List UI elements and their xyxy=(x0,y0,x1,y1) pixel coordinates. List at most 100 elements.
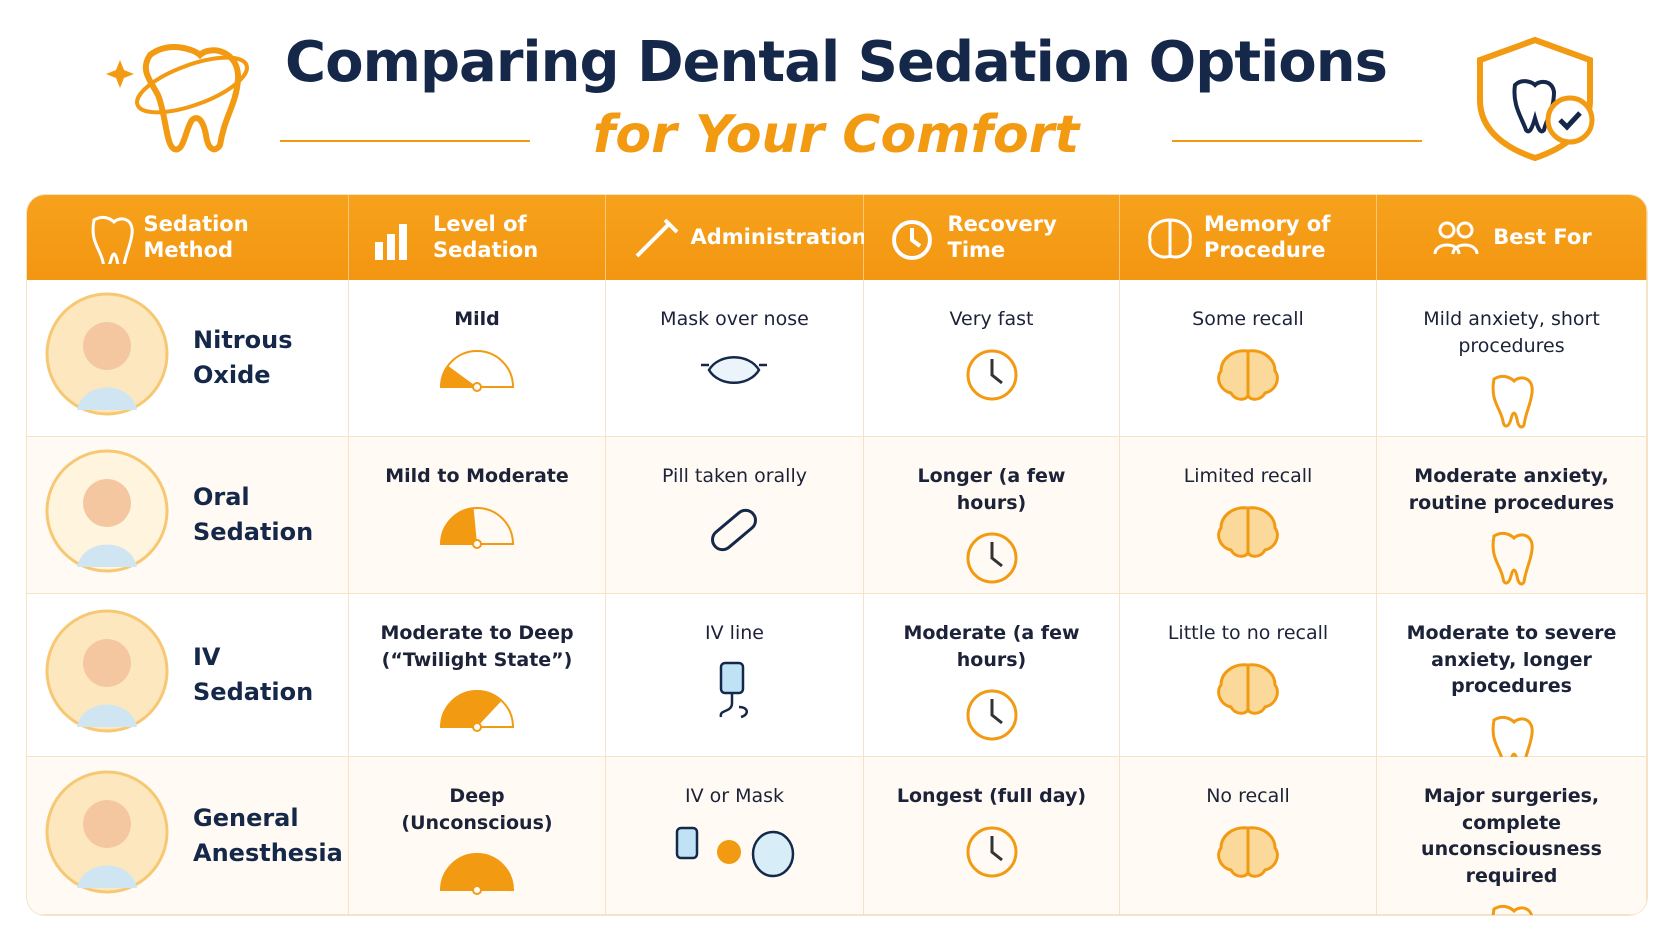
clock-icon xyxy=(962,345,1022,413)
brain-icon xyxy=(1213,659,1283,727)
header-icon xyxy=(1148,217,1192,258)
table-cell: No recall xyxy=(1120,757,1377,915)
administration-icon xyxy=(699,345,771,413)
avatar xyxy=(45,292,169,416)
cell-text: Moderate to severe anxiety, longer proce… xyxy=(1406,622,1617,698)
header-icon xyxy=(635,218,678,257)
header-icon xyxy=(91,215,134,264)
cell-text: Moderate (a few hours) xyxy=(903,622,1080,671)
column-header: Recovery Time xyxy=(864,195,1120,280)
clock-icon xyxy=(966,826,1017,878)
administration-icon xyxy=(710,508,757,551)
cell-text: Very fast xyxy=(949,308,1034,330)
header-icon xyxy=(891,219,932,260)
comparison-table: Sedation Method Level of Sedation Administ… xyxy=(27,195,1647,915)
table-cell: Moderate (a few hours) xyxy=(864,594,1120,757)
administration-icon xyxy=(719,661,748,718)
cell-text: IV line xyxy=(705,622,764,644)
method-name: Nitrous Oxide xyxy=(193,326,293,389)
divider xyxy=(1172,140,1422,142)
brain-icon xyxy=(1213,345,1283,413)
cell-text: Longer (a few hours) xyxy=(917,465,1066,514)
shield-logo xyxy=(1477,36,1595,162)
table-cell: Moderate anxiety, routine procedures xyxy=(1377,437,1647,594)
clock-icon xyxy=(966,532,1017,584)
table-cell: Mild to Moderate xyxy=(349,437,606,594)
avatar xyxy=(43,290,171,426)
tooth-logo xyxy=(106,44,249,153)
table-cell: Major surgeries, complete unconsciousnes… xyxy=(1377,757,1647,915)
table-cell: Some recall xyxy=(1120,280,1377,437)
sedation-gauge xyxy=(439,853,515,896)
avatar xyxy=(45,770,169,894)
cell-text: Deep (Unconscious) xyxy=(401,785,553,834)
tooth-icon xyxy=(1482,371,1542,439)
column-header-text: Level of Sedation xyxy=(433,212,539,262)
column-header-text: Sedation Method xyxy=(143,212,249,262)
header-icon xyxy=(1433,221,1479,254)
table-cell: IV or Mask xyxy=(606,757,864,915)
column-header: Sedation Method xyxy=(27,195,349,280)
table-cell: Limited recall xyxy=(1120,437,1377,594)
table-cell: Longest (full day) xyxy=(864,757,1120,915)
table-cell: Moderate to severe anxiety, longer proce… xyxy=(1377,594,1647,770)
clock-icon xyxy=(962,822,1022,890)
column-header: Memory of Procedure xyxy=(1120,195,1377,280)
tooth-icon xyxy=(1491,375,1534,429)
avatar xyxy=(43,768,171,904)
table-cell: Deep (Unconscious) xyxy=(349,757,606,915)
table-cell: Oral Sedation xyxy=(27,437,349,594)
administration-icon xyxy=(675,826,794,877)
cell-text: IV or Mask xyxy=(684,785,785,807)
method-name: Oral Sedation xyxy=(193,483,314,546)
sedation-gauge xyxy=(439,690,515,733)
cell-text: Little to no recall xyxy=(1167,622,1329,644)
tooth-icon xyxy=(1482,528,1542,596)
title: Comparing Dental Sedation Options xyxy=(285,30,1388,95)
column-header: Best For xyxy=(1377,195,1647,280)
brain-icon xyxy=(1217,662,1279,715)
column-header-text: Best For xyxy=(1493,224,1592,249)
cell-text: Mild xyxy=(454,308,500,330)
table-cell: Mild xyxy=(349,280,606,437)
cell-text: Mild anxiety, short procedures xyxy=(1423,308,1600,357)
method-name: IV Sedation xyxy=(193,643,314,706)
brain-icon xyxy=(1217,348,1279,401)
table-cell: Mild anxiety, short procedures xyxy=(1377,280,1647,437)
table-cell: Longer (a few hours) xyxy=(864,437,1120,594)
column-header: Administration xyxy=(606,195,867,280)
sedation-gauge xyxy=(437,685,517,741)
cell-text: Moderate anxiety, routine procedures xyxy=(1408,465,1615,514)
cell-text: Major surgeries, complete unconsciousnes… xyxy=(1421,785,1602,887)
sedation-gauge xyxy=(437,502,517,558)
table-cell: Mask over nose xyxy=(606,280,864,437)
method-name: General Anesthesia xyxy=(193,803,343,867)
avatar xyxy=(43,447,171,583)
sedation-gauge xyxy=(437,345,517,401)
subtitle: for Your Comfort xyxy=(592,105,1080,165)
table-cell: Moderate to Deep (“Twilight State”) xyxy=(349,594,606,757)
sedation-gauge xyxy=(439,349,515,392)
clock-icon xyxy=(966,349,1017,401)
brain-icon xyxy=(1213,822,1283,890)
table-cell: IV Sedation xyxy=(27,594,349,757)
cell-text: Mask over nose xyxy=(660,308,809,330)
administration-icon xyxy=(699,659,771,727)
brain-icon xyxy=(1213,502,1283,570)
avatar xyxy=(43,607,171,743)
column-header-text: Memory of Procedure xyxy=(1204,212,1331,262)
administration-icon xyxy=(673,822,797,890)
cell-text: Limited recall xyxy=(1183,465,1313,487)
cell-text: Moderate to Deep (“Twilight State”) xyxy=(380,622,574,671)
cell-text: Some recall xyxy=(1192,308,1304,330)
column-header-text: Administration xyxy=(690,224,867,249)
table-cell: General Anesthesia xyxy=(27,757,349,915)
table-cell: Very fast xyxy=(864,280,1120,437)
clock-icon xyxy=(962,528,1022,596)
table-cell: Little to no recall xyxy=(1120,594,1377,757)
column-header-text: Recovery Time xyxy=(947,212,1057,262)
tooth-icon xyxy=(1482,901,1542,915)
administration-icon xyxy=(699,502,771,570)
sedation-gauge xyxy=(437,848,517,904)
divider xyxy=(280,140,530,142)
